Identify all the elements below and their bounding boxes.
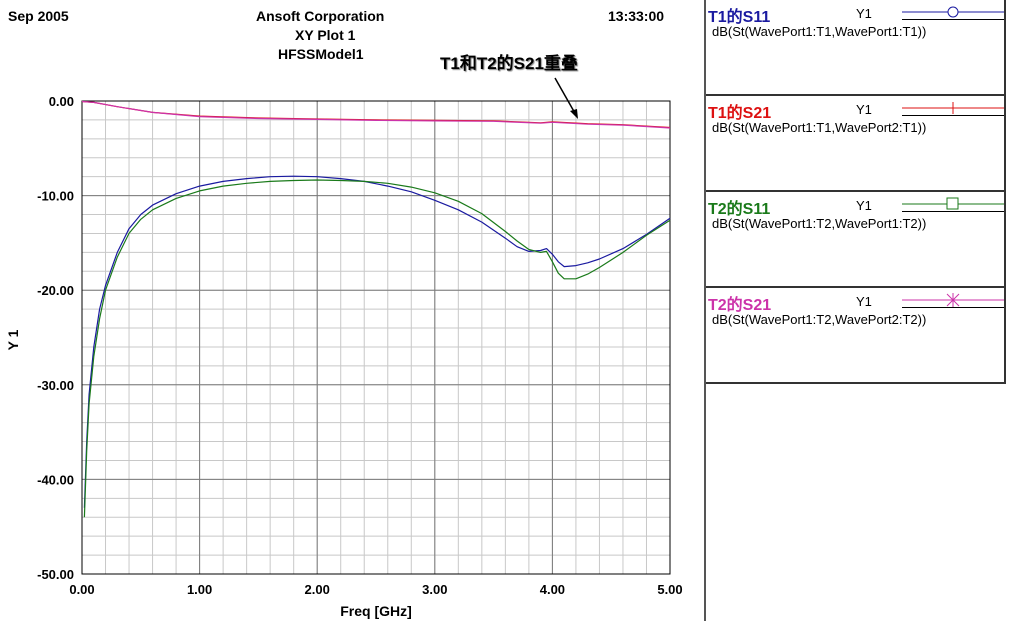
legend-axis: Y1 — [856, 102, 872, 117]
y-tick-label: -50.00 — [37, 567, 74, 582]
series-layer — [81, 100, 671, 518]
x-tick-label: 2.00 — [305, 582, 330, 597]
plot-area[interactable]: 0.00 1.00 2.00 3.00 4.00 5.00 0.00 -10.00 -20.00… — [0, 0, 700, 621]
x-tick-label: 1.00 — [187, 582, 212, 597]
circle-marker-icon — [902, 6, 1004, 18]
legend-expression: dB(St(WavePort1:T2,WavePort1:T2)) — [712, 216, 927, 231]
header-date: Sep 2005 — [8, 8, 69, 24]
legend-name: T2的S11 — [708, 201, 771, 218]
header-time: 13:33:00 — [608, 8, 665, 24]
y-tick-label: -30.00 — [37, 378, 74, 393]
grid-minor — [81, 100, 671, 575]
x-tick-label: 0.00 — [69, 582, 94, 597]
x-axis-label: Freq [GHz] — [340, 603, 412, 619]
legend-entry-t2-s11[interactable]: T2的S11 Y1 dB(St(WavePort1:T2,WavePort1:T… — [706, 192, 1006, 288]
legend-entry-t2-s21[interactable]: T2的S21 Y1 dB(St(WavePort1:T2,WavePort2:T… — [706, 288, 1006, 384]
legend-expression: dB(St(WavePort1:T1,WavePort1:T1)) — [712, 24, 927, 39]
x-tick-label: 5.00 — [657, 582, 682, 597]
legend-expression: dB(St(WavePort1:T2,WavePort2:T2)) — [712, 312, 927, 327]
y-tick-label: -20.00 — [37, 283, 74, 298]
legend-underline — [902, 115, 1004, 116]
plot-frame — [81, 100, 671, 575]
y-axis-label: Y 1 — [5, 329, 21, 350]
legend-underline — [902, 307, 1004, 308]
legend-axis: Y1 — [856, 294, 872, 309]
legend-entry-t1-s11[interactable]: T1的S11 Y1 dB(St(WavePort1:T1,WavePort1:T… — [706, 0, 1006, 96]
star-marker-icon — [902, 293, 1004, 307]
legend-name: T1的S11 — [708, 9, 771, 26]
y-tick-label: -40.00 — [37, 472, 74, 487]
header-plot-title: XY Plot 1 — [295, 27, 356, 43]
legend-axis: Y1 — [856, 6, 872, 21]
legend-name: T1的S21 — [708, 105, 772, 122]
tick-labels: 0.00 1.00 2.00 3.00 4.00 5.00 0.00 -10.00 -20.00… — [37, 94, 683, 597]
legend-underline — [902, 211, 1004, 212]
series-line-4 — [81, 100, 671, 129]
x-tick-label: 4.00 — [540, 582, 565, 597]
overlap-annotation: T1和T2的S21重叠 — [440, 54, 578, 73]
vertical-tick-marker-icon — [902, 102, 1004, 114]
header-model: HFSSModel1 — [278, 46, 364, 62]
legend-axis: Y1 — [856, 198, 872, 213]
legend-panel: T1的S11 Y1 dB(St(WavePort1:T1,WavePort1:T… — [704, 0, 1009, 621]
header-company: Ansoft Corporation — [256, 8, 385, 24]
y-tick-label: 0.00 — [49, 94, 74, 109]
annotation-arrow — [554, 77, 578, 119]
legend-underline — [902, 19, 1004, 20]
legend-expression: dB(St(WavePort1:T1,WavePort2:T1)) — [712, 120, 927, 135]
series-line-1 — [83, 175, 671, 508]
y-tick-label: -10.00 — [37, 189, 74, 204]
x-tick-label: 3.00 — [422, 582, 447, 597]
legend-name: T2的S21 — [708, 297, 772, 314]
legend-entry-t1-s21[interactable]: T1的S21 Y1 dB(St(WavePort1:T1,WavePort2:T… — [706, 96, 1006, 192]
series-line-3 — [83, 179, 671, 518]
grid-major — [81, 100, 671, 575]
square-marker-icon — [902, 197, 1004, 210]
